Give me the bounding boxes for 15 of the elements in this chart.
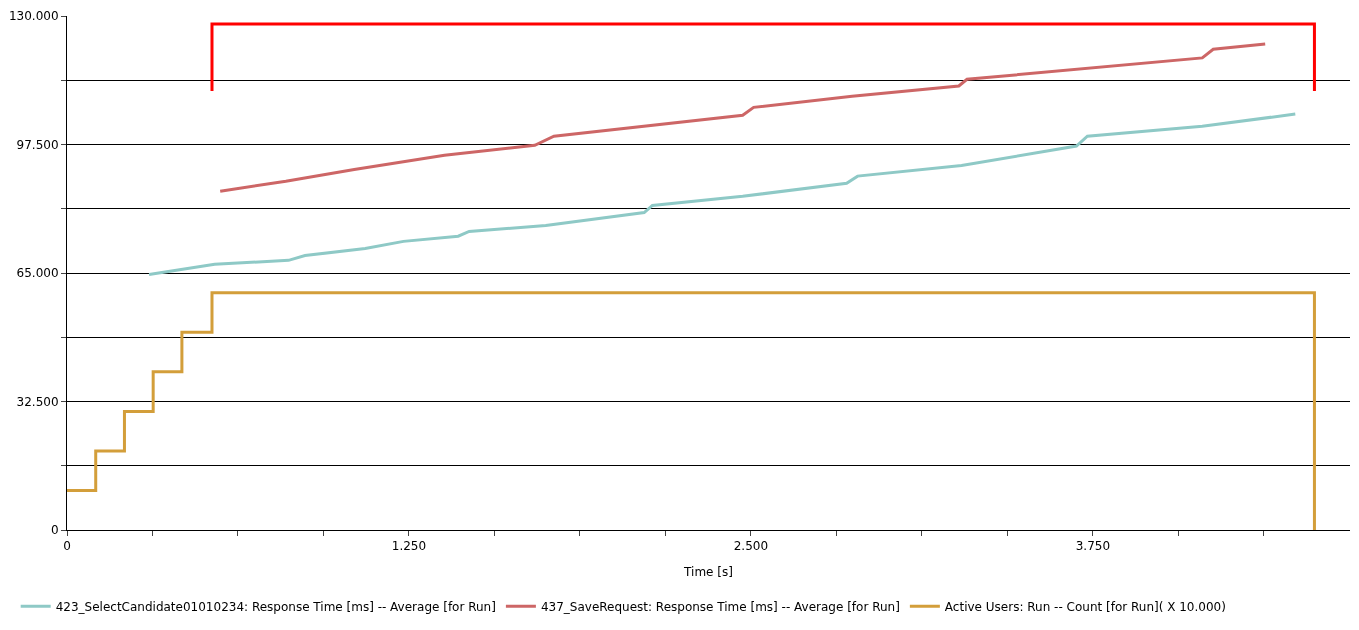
legend-label: Active Users: Run -- Count [for Run]( X 10.000) [944,599,1226,614]
x-tick-label: 2.500 [733,539,769,554]
x-tick-label: 0 [63,539,71,554]
x-tick-label: 3.750 [1075,539,1111,554]
line-series [218,42,1267,193]
line-series [147,112,1297,277]
y-tick-label: 130.000 [8,9,59,24]
y-tick-label: 32.500 [16,394,59,409]
y-tick-label: 97.500 [16,137,59,152]
legend-label: 423_SelectCandidate01010234: Response Time [ms] -- Average [for Run] [55,599,496,614]
x-tick-label: 1.250 [391,539,427,554]
y-tick-label: 65.000 [16,266,59,281]
x-axis-title: Time [s] [683,565,733,580]
y-tick-label: 0 [50,523,59,538]
legend-label: 437_SaveRequest: Response Time [ms] -- Average [for Run] [540,599,900,614]
